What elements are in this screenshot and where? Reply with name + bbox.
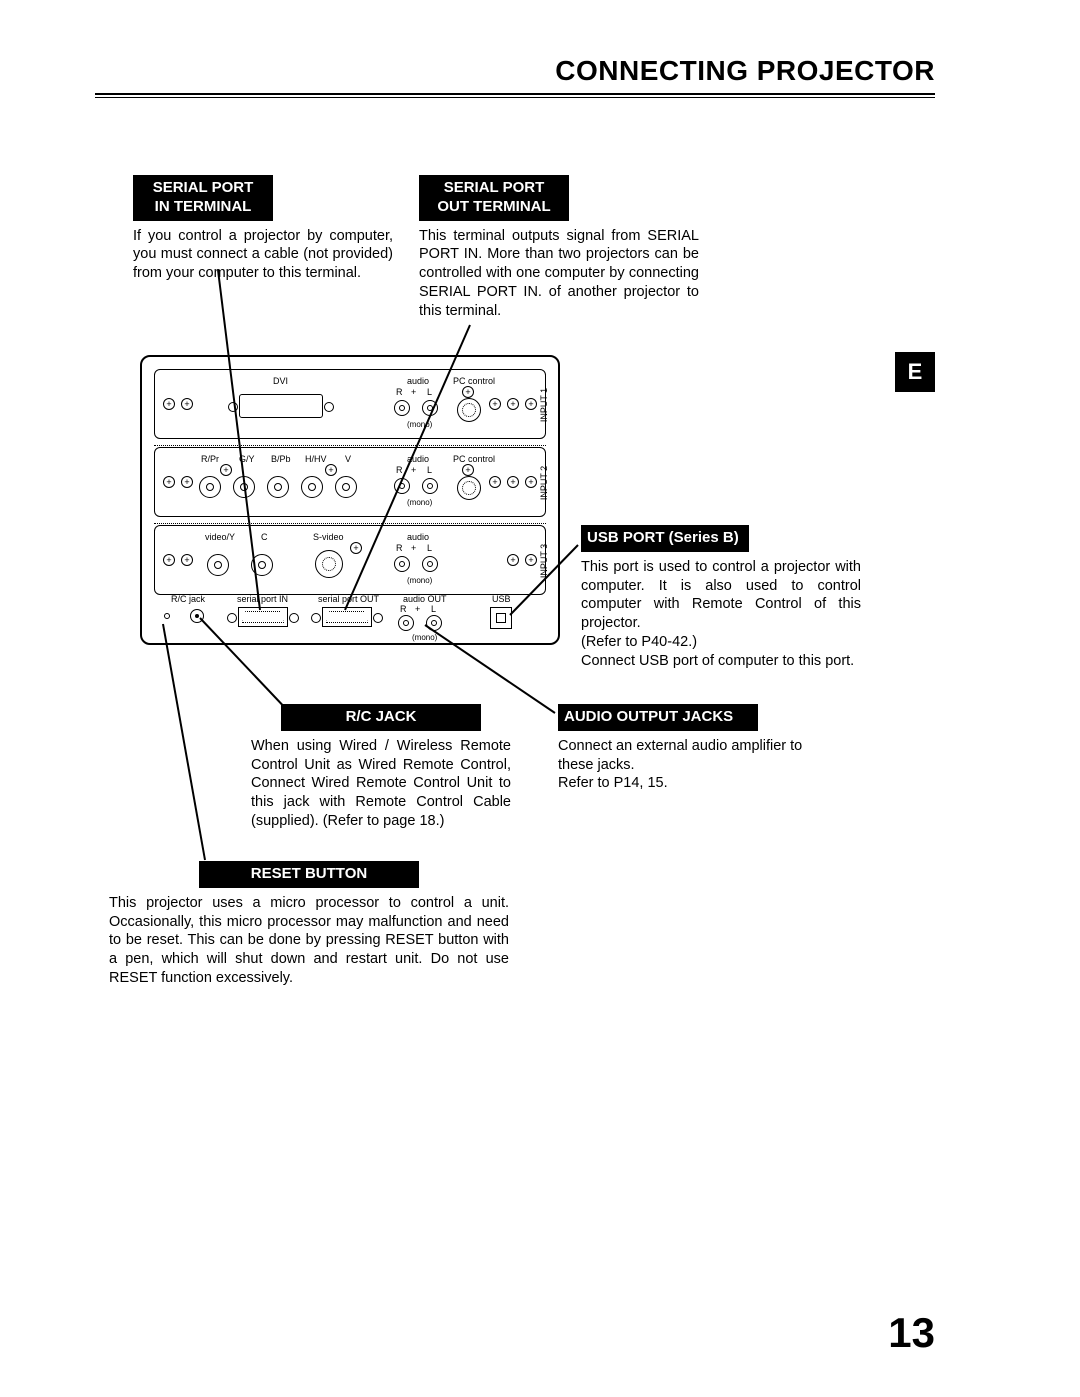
header-rule	[95, 93, 935, 95]
bottom-row: R/C jack serial port IN serial port OUT …	[154, 595, 546, 639]
label-serial-out: SERIAL PORT OUT TERMINAL	[419, 175, 569, 221]
label-rc-jack: R/C JACK	[281, 704, 481, 731]
text-serial-in: If you control a projector by computer, …	[133, 227, 393, 284]
text-audio-out: Connect an external audio amplifier to t…	[558, 737, 808, 794]
input-row-3: video/Y C S-video audio R + L (mono) INP…	[154, 525, 546, 595]
label-reset: RESET BUTTON	[199, 861, 419, 888]
text-rc-jack: When using Wired / Wireless Remote Contr…	[251, 737, 511, 831]
label-usb: USB PORT (Series B)	[581, 525, 749, 552]
connector-panel: DVI audio R + L (mono) PC control INPUT …	[140, 355, 560, 645]
input-row-2: R/Pr G/Y B/Pb H/HV V audio R + L (mono) …	[154, 447, 546, 517]
page-number: 13	[888, 1309, 935, 1357]
label-audio-out: AUDIO OUTPUT JACKS	[558, 704, 758, 731]
label-serial-in: SERIAL PORT IN TERMINAL	[133, 175, 273, 221]
page-title: CONNECTING PROJECTOR	[555, 55, 935, 87]
input-row-1: DVI audio R + L (mono) PC control INPUT …	[154, 369, 546, 439]
text-usb: This port is used to control a projector…	[581, 558, 861, 671]
header-rule-thin	[95, 97, 935, 98]
text-serial-out: This terminal outputs signal from SERIAL…	[419, 227, 699, 321]
side-tab: E	[895, 352, 935, 392]
text-reset: This projector uses a micro processor to…	[109, 894, 509, 988]
